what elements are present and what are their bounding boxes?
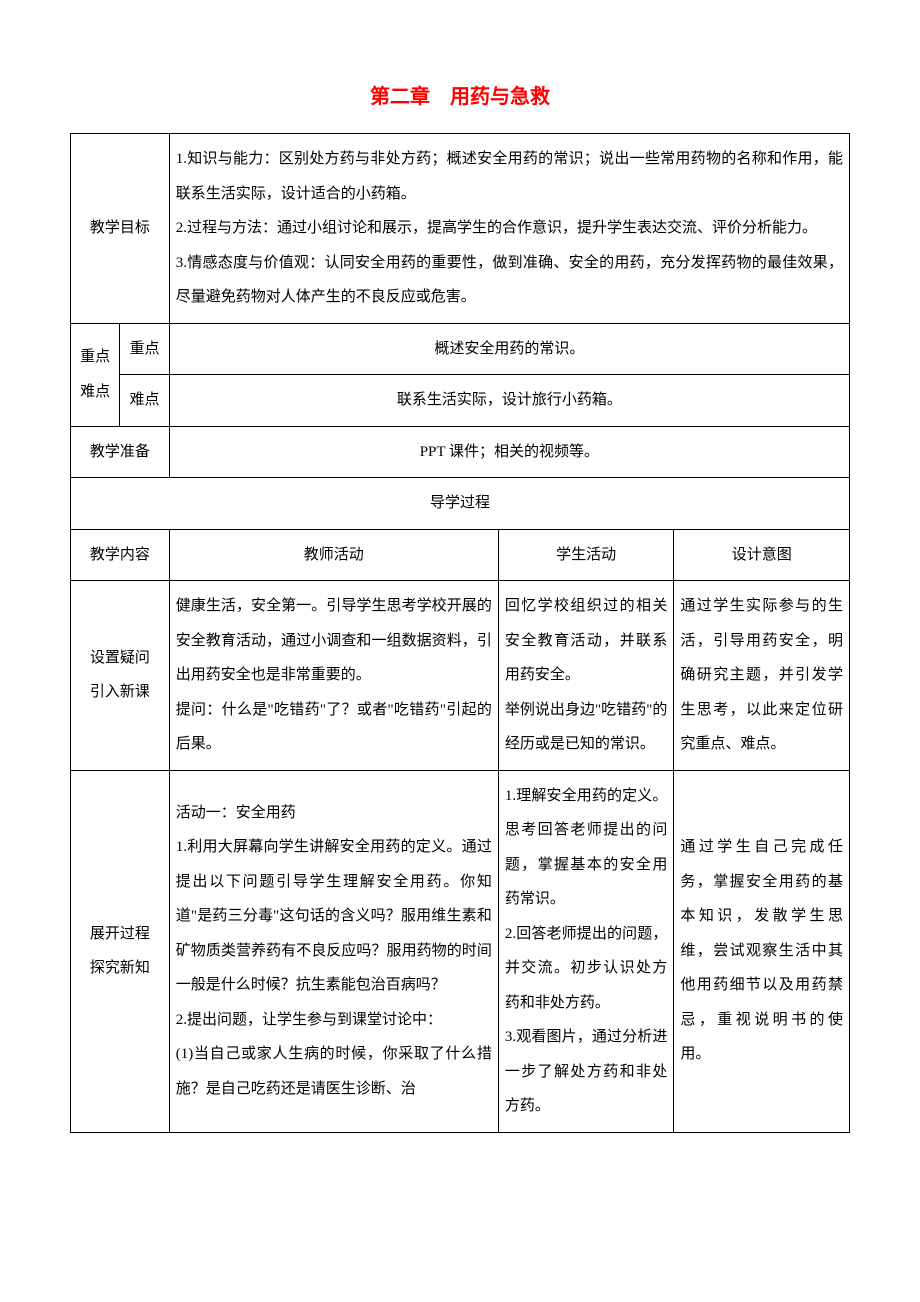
intro-label: 设置疑问引入新课 [71, 633, 169, 718]
col-student: 学生活动 [499, 530, 674, 581]
kd-group-label: 重点难点 [71, 332, 119, 417]
table-row: 展开过程探究新知 活动一：安全用药1.利用大屏幕向学生讲解安全用药的定义。通过提… [71, 770, 850, 1132]
explore-intent-cell: 通过学生自己完成任务，掌握安全用药的基本知识，发散学生思维，尝试观察生活中其他用… [674, 770, 850, 1132]
intro-teacher-cell: 健康生活，安全第一。引导学生思考学校开展的安全教育活动，通过小调查和一组数据资料… [169, 581, 498, 771]
intro-intent: 通过学生实际参与的生活，引导用药安全，明确研究主题，并引发学生思考，以此来定位研… [674, 581, 849, 770]
table-row: 设置疑问引入新课 健康生活，安全第一。引导学生思考学校开展的安全教育活动，通过小… [71, 581, 850, 771]
explore-label-cell: 展开过程探究新知 [71, 770, 170, 1132]
chapter-title: 第二章 用药与急救 [70, 80, 850, 109]
lesson-plan-table: 教学目标 1.知识与能力：区别处方药与非处方药；概述安全用药的常识；说出一些常用… [70, 133, 850, 1133]
col-teacher: 教师活动 [170, 530, 498, 581]
col-teacher-cell: 教师活动 [169, 529, 498, 581]
intro-label-cell: 设置疑问引入新课 [71, 581, 170, 771]
table-row: 重点难点 重点 概述安全用药的常识。 [71, 323, 850, 375]
prep-text-cell: PPT 课件；相关的视频等。 [169, 426, 849, 478]
col-intent-cell: 设计意图 [674, 529, 850, 581]
kd-key-text: 概述安全用药的常识。 [170, 324, 849, 375]
table-row: 难点 联系生活实际，设计旅行小药箱。 [71, 375, 850, 427]
explore-student-cell: 1.理解安全用药的定义。思考回答老师提出的问题，掌握基本的安全用药常识。2.回答… [498, 770, 674, 1132]
explore-intent: 通过学生自己完成任务，掌握安全用药的基本知识，发散学生思维，尝试观察生活中其他用… [674, 822, 849, 1080]
goal-text-cell: 1.知识与能力：区别处方药与非处方药；概述安全用药的常识；说出一些常用药物的名称… [169, 134, 849, 324]
col-student-cell: 学生活动 [498, 529, 674, 581]
process-header: 导学过程 [71, 478, 849, 529]
goal-label-cell: 教学目标 [71, 134, 170, 324]
prep-text: PPT 课件；相关的视频等。 [170, 427, 849, 478]
col-content: 教学内容 [71, 530, 169, 581]
table-row: 导学过程 [71, 478, 850, 530]
explore-student: 1.理解安全用药的定义。思考回答老师提出的问题，掌握基本的安全用药常识。2.回答… [499, 771, 674, 1132]
col-intent: 设计意图 [674, 530, 849, 581]
prep-label-cell: 教学准备 [71, 426, 170, 478]
table-row: 教学内容 教师活动 学生活动 设计意图 [71, 529, 850, 581]
intro-student-cell: 回忆学校组织过的相关安全教育活动，并联系用药安全。举例说出身边"吃错药"的经历或… [498, 581, 674, 771]
explore-teacher: 活动一：安全用药1.利用大屏幕向学生讲解安全用药的定义。通过提出以下问题引导学生… [170, 788, 498, 1115]
process-header-cell: 导学过程 [71, 478, 850, 530]
goal-label: 教学目标 [71, 203, 169, 254]
kd-diff-label-cell: 难点 [120, 375, 169, 427]
kd-group-label-cell: 重点难点 [71, 323, 120, 426]
intro-intent-cell: 通过学生实际参与的生活，引导用药安全，明确研究主题，并引发学生思考，以此来定位研… [674, 581, 850, 771]
table-row: 教学准备 PPT 课件；相关的视频等。 [71, 426, 850, 478]
kd-key-label: 重点 [120, 324, 168, 375]
kd-diff-text-cell: 联系生活实际，设计旅行小药箱。 [169, 375, 849, 427]
kd-key-text-cell: 概述安全用药的常识。 [169, 323, 849, 375]
col-content-cell: 教学内容 [71, 529, 170, 581]
table-row: 教学目标 1.知识与能力：区别处方药与非处方药；概述安全用药的常识；说出一些常用… [71, 134, 850, 324]
page: 第二章 用药与急救 教学目标 1.知识与能力：区别处方药与非处方药；概述安全用药… [0, 0, 920, 1173]
intro-teacher: 健康生活，安全第一。引导学生思考学校开展的安全教育活动，通过小调查和一组数据资料… [170, 581, 498, 770]
prep-label: 教学准备 [71, 427, 169, 478]
kd-diff-label: 难点 [120, 375, 168, 426]
goal-text: 1.知识与能力：区别处方药与非处方药；概述安全用药的常识；说出一些常用药物的名称… [170, 134, 849, 323]
explore-teacher-cell: 活动一：安全用药1.利用大屏幕向学生讲解安全用药的定义。通过提出以下问题引导学生… [169, 770, 498, 1132]
kd-diff-text: 联系生活实际，设计旅行小药箱。 [170, 375, 849, 426]
intro-student: 回忆学校组织过的相关安全教育活动，并联系用药安全。举例说出身边"吃错药"的经历或… [499, 581, 674, 770]
kd-key-label-cell: 重点 [120, 323, 169, 375]
explore-label: 展开过程探究新知 [71, 909, 169, 994]
